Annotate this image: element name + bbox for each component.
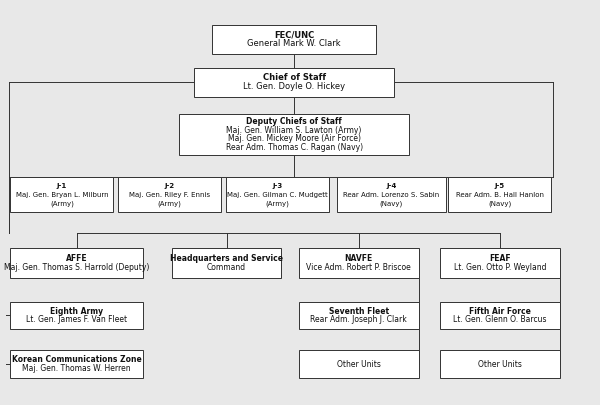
FancyBboxPatch shape — [226, 177, 329, 212]
Text: Maj. Gen. Bryan L. Milburn: Maj. Gen. Bryan L. Milburn — [16, 192, 108, 198]
Text: Eighth Army: Eighth Army — [50, 307, 103, 315]
FancyBboxPatch shape — [10, 350, 143, 377]
Text: Fifth Air Force: Fifth Air Force — [469, 307, 531, 315]
Text: (Navy): (Navy) — [488, 200, 512, 207]
Text: Maj. Gen. William S. Lawton (Army): Maj. Gen. William S. Lawton (Army) — [226, 126, 362, 135]
Text: (Army): (Army) — [158, 200, 181, 207]
Text: Rear Adm. B. Hall Hanlon: Rear Adm. B. Hall Hanlon — [456, 192, 544, 198]
Text: Maj. Gen. Mickey Moore (Air Force): Maj. Gen. Mickey Moore (Air Force) — [227, 134, 361, 143]
Text: Korean Communications Zone: Korean Communications Zone — [11, 355, 142, 364]
FancyBboxPatch shape — [10, 248, 143, 277]
Text: Lt. Gen. Glenn O. Barcus: Lt. Gen. Glenn O. Barcus — [453, 315, 547, 324]
FancyBboxPatch shape — [212, 25, 376, 54]
FancyBboxPatch shape — [440, 302, 560, 329]
Text: Lt. Gen. James F. Van Fleet: Lt. Gen. James F. Van Fleet — [26, 315, 127, 324]
Text: Vice Adm. Robert P. Briscoe: Vice Adm. Robert P. Briscoe — [307, 263, 411, 272]
Text: NAVFE: NAVFE — [344, 254, 373, 263]
Text: Rear Adm. Thomas C. Ragan (Navy): Rear Adm. Thomas C. Ragan (Navy) — [226, 143, 362, 152]
Text: Maj. Gen. Thomas S. Harrold (Deputy): Maj. Gen. Thomas S. Harrold (Deputy) — [4, 263, 149, 272]
Text: Lt. Gen. Doyle O. Hickey: Lt. Gen. Doyle O. Hickey — [243, 82, 345, 91]
FancyBboxPatch shape — [299, 302, 419, 329]
Text: Lt. Gen. Otto P. Weyland: Lt. Gen. Otto P. Weyland — [454, 263, 546, 272]
Text: Command: Command — [207, 263, 246, 272]
Text: FEC/UNC: FEC/UNC — [274, 31, 314, 40]
Text: AFFE: AFFE — [66, 254, 88, 263]
Text: Maj. Gen. Gilman C. Mudgett: Maj. Gen. Gilman C. Mudgett — [227, 192, 328, 198]
Text: Seventh Fleet: Seventh Fleet — [329, 307, 389, 315]
Text: Other Units: Other Units — [337, 360, 381, 369]
Text: Rear Adm. Joseph J. Clark: Rear Adm. Joseph J. Clark — [310, 315, 407, 324]
FancyBboxPatch shape — [440, 248, 560, 277]
Text: (Army): (Army) — [50, 200, 74, 207]
Text: J-3: J-3 — [272, 183, 282, 189]
FancyBboxPatch shape — [194, 68, 394, 97]
FancyBboxPatch shape — [118, 177, 221, 212]
Text: FEAF: FEAF — [489, 254, 511, 263]
Text: Maj. Gen. Thomas W. Herren: Maj. Gen. Thomas W. Herren — [22, 364, 131, 373]
Text: Rear Adm. Lorenzo S. Sabin: Rear Adm. Lorenzo S. Sabin — [343, 192, 439, 198]
Text: Deputy Chiefs of Staff: Deputy Chiefs of Staff — [246, 117, 342, 126]
Text: Other Units: Other Units — [478, 360, 522, 369]
FancyBboxPatch shape — [337, 177, 446, 212]
FancyBboxPatch shape — [299, 248, 419, 277]
FancyBboxPatch shape — [440, 350, 560, 377]
Text: Chief of Staff: Chief of Staff — [263, 73, 326, 82]
FancyBboxPatch shape — [172, 248, 281, 277]
FancyBboxPatch shape — [10, 302, 143, 329]
Text: J-2: J-2 — [164, 183, 175, 189]
Text: (Army): (Army) — [265, 200, 289, 207]
FancyBboxPatch shape — [448, 177, 551, 212]
Text: J-1: J-1 — [57, 183, 67, 189]
FancyBboxPatch shape — [179, 114, 409, 155]
FancyBboxPatch shape — [10, 177, 113, 212]
FancyBboxPatch shape — [299, 350, 419, 377]
Text: Headquarters and Service: Headquarters and Service — [170, 254, 283, 263]
Text: (Navy): (Navy) — [380, 200, 403, 207]
Text: J-5: J-5 — [495, 183, 505, 189]
Text: General Mark W. Clark: General Mark W. Clark — [247, 39, 341, 48]
Text: Maj. Gen. Riley F. Ennis: Maj. Gen. Riley F. Ennis — [129, 192, 210, 198]
Text: J-4: J-4 — [386, 183, 397, 189]
